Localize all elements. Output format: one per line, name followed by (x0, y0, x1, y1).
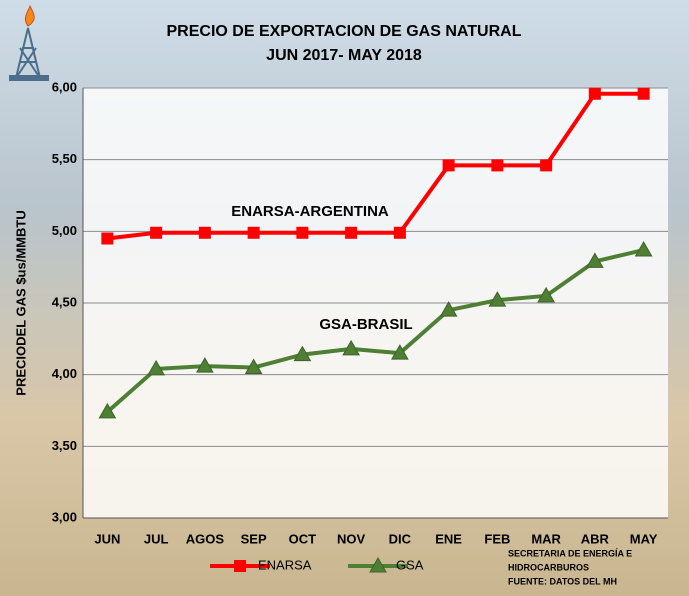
point (439, 301, 458, 317)
source-note: SECRETARIA DE ENERGÍA E (508, 548, 632, 558)
point (637, 87, 650, 100)
y-tick-label: 6,00 (52, 79, 77, 94)
x-tick-label: AGOS (186, 531, 225, 546)
x-tick-label: SEP (241, 531, 267, 546)
point (540, 159, 553, 172)
point (150, 226, 163, 239)
point (296, 226, 309, 239)
chart-title: PRECIO DE EXPORTACION DE GAS NATURAL (167, 23, 522, 40)
point (101, 232, 114, 245)
point (234, 560, 246, 572)
y-tick-label: 3,50 (52, 438, 77, 453)
point (393, 226, 406, 239)
series-line (107, 91, 644, 241)
legend-label: ENARSA (258, 557, 312, 572)
source-note: HIDROCARBUROS (508, 562, 589, 572)
point (244, 358, 263, 374)
point (586, 252, 604, 268)
series-line (106, 248, 645, 414)
source-note: FUENTE: DATOS DEL MH (508, 576, 617, 586)
x-tick-label: JUN (94, 531, 120, 546)
annotation: GSA-BRASIL (319, 316, 412, 333)
x-tick-label: OCT (289, 531, 317, 546)
point (345, 226, 358, 239)
x-tick-label: ABR (581, 531, 610, 546)
point (196, 357, 214, 373)
point (342, 339, 360, 356)
y-axis-label: PRECIODEL GAS $us/MMBTU (13, 210, 28, 395)
point (634, 240, 653, 257)
logo (9, 4, 49, 81)
point (198, 226, 211, 239)
point (247, 226, 260, 239)
x-tick-label: MAY (630, 531, 658, 546)
x-tick-label: ENE (435, 531, 462, 546)
x-tick-label: JUL (144, 531, 169, 546)
point (98, 402, 117, 419)
point (491, 159, 504, 172)
y-tick-label: 3,00 (52, 509, 77, 524)
annotation: ENARSA-ARGENTINA (231, 203, 389, 220)
point (293, 345, 312, 362)
y-tick-label: 5,50 (52, 151, 77, 166)
chart-subtitle: JUN 2017- MAY 2018 (266, 47, 422, 64)
y-tick-label: 4,00 (52, 366, 77, 381)
point (588, 87, 601, 100)
point (537, 286, 555, 303)
x-tick-label: FEB (484, 531, 510, 546)
point (147, 359, 165, 376)
y-tick-label: 5,00 (52, 223, 77, 238)
point (488, 291, 507, 307)
point (391, 344, 409, 360)
x-tick-label: DIC (389, 531, 412, 546)
point (442, 159, 455, 172)
point (369, 556, 387, 573)
x-tick-label: MAR (531, 531, 561, 546)
x-tick-label: NOV (337, 531, 366, 546)
legend-label: GSA (396, 557, 424, 572)
y-tick-label: 4,50 (52, 294, 77, 309)
